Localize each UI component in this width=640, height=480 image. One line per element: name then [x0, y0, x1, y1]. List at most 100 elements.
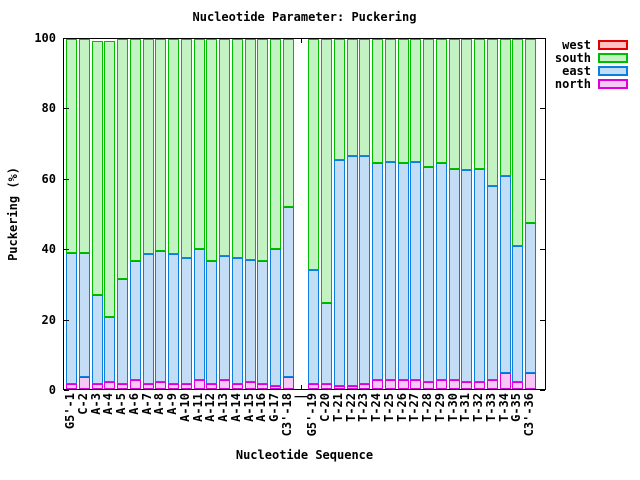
- bar-segment-south: [193, 39, 205, 249]
- bar-segment-south: [321, 39, 332, 304]
- x-tick-label: T-33: [483, 393, 498, 422]
- bar-segment-south: [104, 40, 116, 318]
- bar-stack: [474, 39, 485, 389]
- bar-segment-north: [423, 382, 434, 389]
- axis-tick: [540, 108, 545, 109]
- legend-label: north: [554, 76, 591, 91]
- bar-segment-north: [461, 382, 473, 389]
- bar-segment-east: [372, 163, 383, 381]
- bar-stack: [117, 39, 128, 389]
- bar-segment-north: [129, 380, 141, 389]
- bar-segment-north: [206, 383, 218, 389]
- bar-segment-south: [512, 39, 524, 246]
- bar-segment-east: [129, 261, 141, 381]
- bar-segment-north: [66, 383, 77, 389]
- bar-stack: [321, 39, 332, 389]
- legend-item-south: south: [554, 50, 628, 65]
- bar-segment-north: [321, 383, 332, 389]
- bar-segment-east: [397, 163, 409, 381]
- bar-segment-east: [499, 175, 511, 374]
- legend-item-north: north: [554, 76, 628, 91]
- x-tick-label: T-21: [330, 393, 345, 422]
- bar-segment-east: [308, 270, 320, 384]
- axis-tick: [540, 249, 545, 250]
- bar-segment-north: [410, 380, 422, 389]
- bar-segment-north: [499, 373, 511, 389]
- bar-segment-south: [359, 39, 371, 157]
- bar-segment-south: [142, 39, 154, 255]
- axis-tick: [540, 320, 545, 321]
- bar-stack: [346, 39, 358, 389]
- bar-segment-north: [397, 380, 409, 389]
- bar-stack: [104, 39, 116, 389]
- bar-segment-east: [448, 168, 460, 381]
- bar-segment-south: [308, 39, 320, 270]
- separator-tick: [300, 385, 302, 389]
- bar-segment-south: [346, 39, 358, 157]
- bar-segment-north: [168, 383, 179, 389]
- x-tick-label: A-14: [228, 393, 243, 422]
- axis-tick: [64, 108, 69, 109]
- bar-stack: [435, 39, 447, 389]
- legend-label: south: [554, 50, 591, 65]
- bar-segment-east: [180, 257, 192, 384]
- bar-segment-south: [91, 40, 103, 295]
- bar-segment-east: [66, 252, 77, 384]
- x-axis-title: Nucleotide Sequence: [235, 448, 374, 462]
- bar-segment-south: [435, 39, 447, 164]
- bar-segment-south: [448, 39, 460, 169]
- bar-segment-south: [117, 39, 128, 279]
- legend-item-west: west: [555, 38, 628, 52]
- x-tick-label: T-30: [445, 393, 460, 422]
- legend-swatch-west: [598, 39, 628, 50]
- legend-swatch-north: [598, 78, 628, 89]
- bar-stack: [486, 39, 498, 389]
- x-tick-label: A-11: [190, 393, 205, 422]
- bar-segment-north: [333, 385, 345, 389]
- axis-tick: [64, 320, 69, 321]
- bar-segment-north: [435, 380, 447, 389]
- bar-segment-south: [486, 39, 498, 186]
- bar-segment-south: [384, 39, 396, 162]
- bar-segment-south: [461, 39, 473, 171]
- x-tick-label: G-35: [509, 393, 524, 422]
- x-tick-label: T-27: [407, 393, 422, 422]
- bar-stack: [180, 39, 192, 389]
- bar-stack: [525, 39, 536, 389]
- bar-segment-south: [282, 39, 294, 207]
- x-tick-label: A-6: [126, 393, 141, 415]
- bar-segment-south: [474, 39, 485, 169]
- bar-segment-south: [155, 39, 167, 251]
- legend-swatch-east: [598, 65, 628, 76]
- x-tick-label: A-4: [101, 393, 116, 415]
- x-tick-label: A-5: [114, 393, 128, 415]
- x-tick-label: A-8: [152, 393, 167, 415]
- bar-stack: [423, 39, 434, 389]
- bar-segment-east: [219, 256, 230, 381]
- x-axis-tick-labels: G5'-1 C-2 A-3 A-4 A-5 A-6 A-7 A-8 A-9 A-10 A-11 A-1…: [63, 393, 548, 436]
- bar-segment-east: [435, 163, 447, 381]
- x-tick-label: A-7: [139, 393, 154, 415]
- y-tick-label: 20: [41, 313, 56, 327]
- x-tick-label: T-31: [458, 393, 473, 422]
- bar-segment-south: [525, 39, 536, 223]
- bar-segment-east: [486, 186, 498, 381]
- x-tick-label: G5'-19: [305, 393, 320, 437]
- chart-title: Nucleotide Parameter: Puckering: [192, 10, 417, 24]
- bar-stack: [155, 39, 167, 389]
- x-tick-label: C3'-36: [522, 393, 536, 437]
- x-tick-label: C-2: [75, 393, 90, 415]
- bar-segment-north: [282, 376, 294, 389]
- bar-segment-east: [155, 250, 167, 382]
- bar-segment-south: [206, 39, 218, 262]
- bar-stack: [448, 39, 460, 389]
- x-tick-label: A-3: [88, 393, 103, 415]
- y-tick-label: 80: [41, 101, 56, 115]
- bar-segment-north: [142, 383, 154, 389]
- bar-segment-south: [372, 39, 383, 164]
- y-tick-label: 40: [41, 242, 56, 256]
- axis-tick: [64, 390, 69, 391]
- legend: west south east north: [554, 38, 628, 91]
- bar-stack: [270, 39, 281, 389]
